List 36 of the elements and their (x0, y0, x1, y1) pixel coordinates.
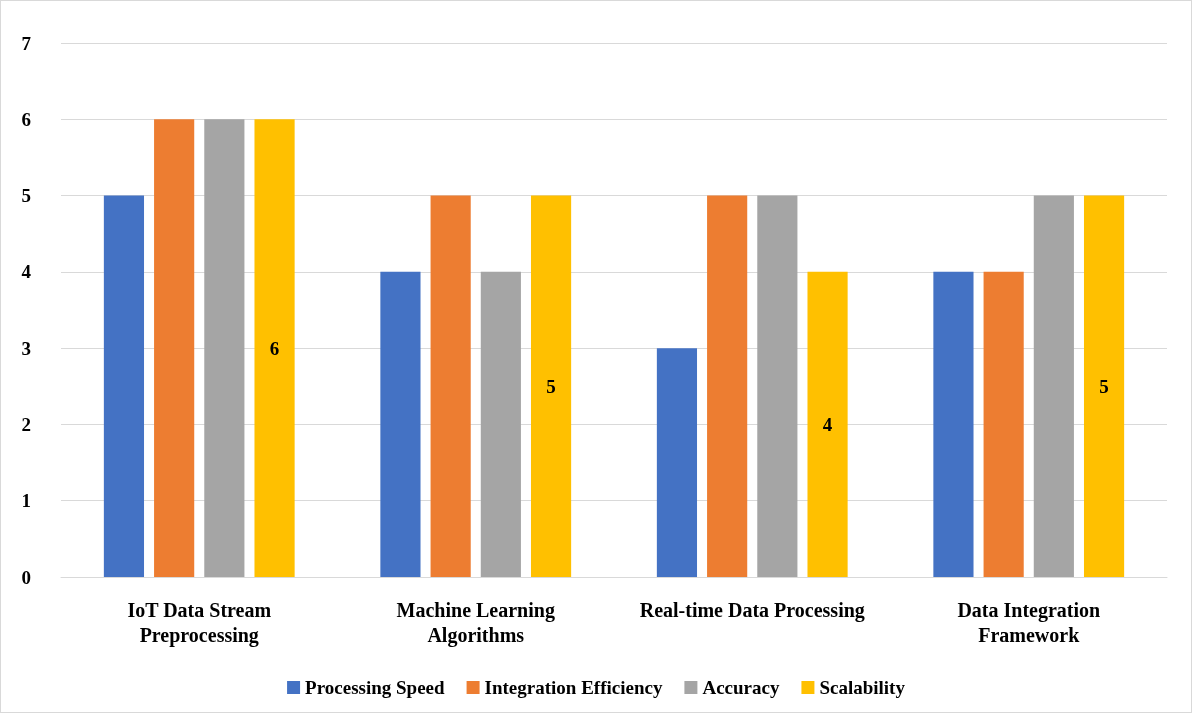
bar (430, 195, 471, 577)
legend-label: Scalability (819, 677, 906, 698)
y-tick-label: 0 (21, 566, 31, 588)
bar (480, 271, 521, 577)
y-tick-label: 4 (21, 261, 32, 283)
bar (933, 271, 974, 577)
bar (103, 195, 145, 577)
bar (154, 119, 195, 577)
y-tick-label: 7 (21, 32, 32, 54)
bar (807, 271, 848, 577)
y-tick-label: 6 (21, 108, 31, 130)
bar (1033, 195, 1074, 577)
legend-label: Integration Efficiency (484, 677, 663, 698)
data-label: 5 (546, 375, 556, 397)
bar (254, 119, 295, 577)
bar (1083, 195, 1125, 577)
y-tick-label: 5 (21, 185, 31, 207)
y-tick-label: 1 (21, 490, 31, 512)
x-tick-label: Data Integration Framework (957, 598, 1101, 646)
x-tick-label: Real-time Data Processing (639, 598, 865, 622)
data-label: 5 (1099, 375, 1109, 397)
bar (983, 271, 1024, 577)
legend-label: Processing Speed (305, 677, 446, 698)
bar (707, 195, 748, 577)
y-tick-label: 3 (21, 337, 31, 359)
x-tick-label: IoT Data Stream Preprocessing (127, 598, 272, 647)
x-tick-label: Machine Learning Algorithms (396, 598, 555, 647)
data-label: 4 (822, 413, 833, 435)
bar (656, 348, 698, 577)
legend-label: Accuracy (702, 677, 780, 698)
bar (204, 119, 245, 577)
y-tick-label: 2 (21, 413, 31, 435)
bar (530, 195, 572, 577)
data-label: 6 (269, 337, 280, 359)
bar (757, 195, 798, 577)
bar (380, 271, 421, 577)
